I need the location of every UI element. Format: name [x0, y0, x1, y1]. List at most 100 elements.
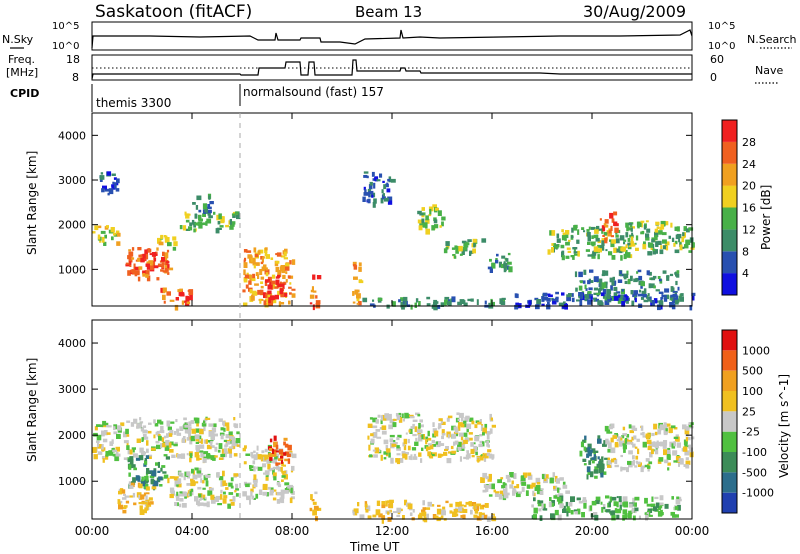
data-cell: [368, 184, 373, 190]
data-cell: [202, 487, 206, 490]
data-cell: [165, 264, 170, 270]
data-cell: [220, 480, 224, 487]
data-cell: [195, 441, 199, 444]
data-cell: [460, 436, 464, 441]
data-cell: [419, 419, 423, 423]
data-cell: [196, 455, 200, 461]
data-cell: [627, 238, 631, 242]
data-cell: [265, 476, 269, 481]
colorbar-segment: [722, 350, 737, 371]
data-cell: [214, 455, 218, 458]
data-cell: [135, 475, 140, 481]
data-cell: [230, 501, 235, 506]
freq-label-1: Freq.: [8, 53, 35, 66]
data-cell: [619, 270, 622, 275]
data-cell: [275, 266, 280, 273]
data-cell: [586, 474, 589, 480]
data-cell: [171, 454, 176, 458]
data-cell: [170, 490, 175, 496]
data-cell: [148, 430, 152, 434]
data-cell: [441, 435, 444, 440]
data-cell: [183, 492, 188, 497]
data-cell: [369, 454, 373, 458]
data-cell: [269, 281, 272, 285]
colorbar-tick-label: 25: [742, 405, 756, 418]
data-cell: [410, 304, 413, 310]
data-cell: [123, 506, 127, 509]
data-cell: [376, 179, 381, 182]
data-cell: [633, 507, 639, 512]
data-cell: [626, 227, 629, 232]
data-cell: [429, 208, 432, 215]
data-cell: [275, 464, 280, 470]
data-cell: [551, 230, 556, 236]
data-cell: [631, 232, 634, 238]
data-cell: [203, 426, 206, 432]
data-cell: [284, 451, 290, 455]
data-cell: [419, 512, 423, 516]
data-cell: [477, 457, 480, 463]
data-cell: [290, 470, 294, 473]
data-cell: [166, 261, 170, 264]
data-cell: [196, 470, 202, 474]
data-cell: [631, 442, 634, 446]
data-cell: [611, 280, 615, 286]
data-cell: [584, 435, 587, 441]
data-cell: [607, 299, 610, 302]
data-cell: [165, 456, 170, 460]
data-cell: [215, 228, 220, 234]
data-cell: [646, 296, 650, 299]
data-cell: [275, 462, 279, 466]
data-cell: [640, 221, 643, 228]
data-cell: [280, 265, 285, 271]
data-cell: [479, 440, 484, 444]
data-cell: [599, 458, 602, 464]
data-cell: [255, 493, 259, 499]
data-cell: [163, 235, 167, 238]
data-cell: [625, 441, 631, 445]
data-cell: [463, 439, 468, 444]
data-cell: [222, 498, 227, 504]
data-cell: [443, 451, 448, 456]
data-cell: [107, 425, 112, 428]
data-cell: [443, 248, 448, 254]
data-cell: [505, 484, 508, 490]
data-cell: [608, 251, 613, 256]
data-cell: [160, 425, 164, 431]
data-cell: [621, 246, 626, 252]
data-cell: [167, 426, 172, 431]
data-cell: [275, 448, 279, 452]
data-cell: [153, 265, 159, 269]
data-cell: [289, 497, 293, 504]
data-cell: [136, 438, 141, 443]
data-cell: [562, 484, 568, 489]
data-cell: [256, 445, 259, 451]
data-cell: [602, 226, 606, 232]
data-cell: [555, 478, 560, 484]
data-cell: [280, 489, 285, 495]
data-cell: [205, 480, 209, 487]
data-cell: [631, 425, 636, 430]
data-cell: [189, 439, 193, 445]
data-cell: [210, 445, 215, 448]
data-cell: [195, 205, 199, 210]
data-cell: [666, 245, 669, 251]
data-cell: [583, 269, 587, 275]
data-cell: [591, 457, 595, 460]
data-cell: [433, 305, 438, 311]
data-cell: [610, 225, 613, 231]
data-cell: [559, 503, 564, 509]
data-cell: [554, 245, 559, 249]
data-cell: [614, 464, 619, 468]
data-cell: [390, 457, 394, 464]
data-cell: [105, 225, 109, 228]
data-cell: [637, 448, 640, 455]
data-cell: [245, 483, 250, 488]
data-cell: [524, 472, 528, 478]
data-cell: [507, 265, 510, 270]
data-cell: [149, 475, 155, 478]
data-cell: [674, 272, 677, 275]
data-cell: [113, 431, 118, 435]
data-cell: [597, 435, 601, 440]
data-cell: [266, 492, 269, 497]
